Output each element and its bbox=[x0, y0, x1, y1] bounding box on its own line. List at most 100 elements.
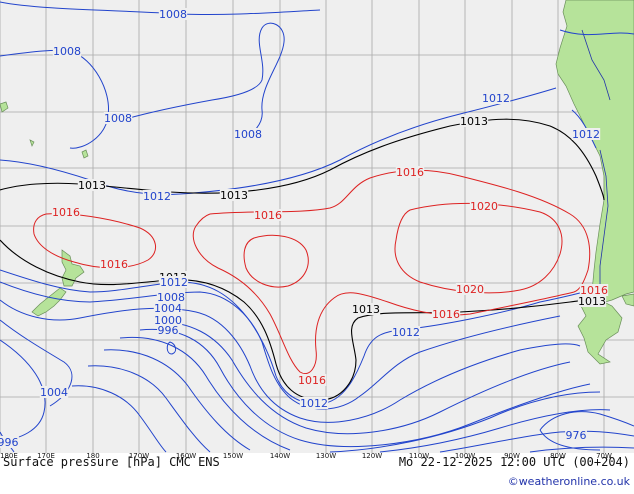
longitude-label: 90W bbox=[504, 452, 520, 460]
isobar-1020 bbox=[394, 202, 563, 294]
isobar-label-backdrop bbox=[219, 189, 249, 201]
border-line bbox=[599, 149, 609, 290]
isobar-1008 bbox=[166, 341, 177, 355]
isobar-label-backdrop bbox=[156, 291, 186, 303]
isobar-label: 1016 bbox=[298, 374, 326, 387]
isobar-label-backdrop bbox=[103, 112, 133, 124]
isobar-984 bbox=[87, 365, 634, 453]
longitude-label: 130W bbox=[316, 452, 336, 460]
isobar-labels: 1008 1008 1008 1008 1012 1012 1012 1013 1013 1013… bbox=[0, 8, 609, 449]
tierra-del-fuego-land bbox=[577, 297, 623, 365]
isobar-992 bbox=[119, 336, 601, 453]
map-title: Surface pressure [hPa] CMC ENS bbox=[3, 455, 220, 469]
isobar-label: 1013 bbox=[78, 179, 106, 192]
lat-lon-grid bbox=[0, 0, 634, 453]
longitude-label: 150W bbox=[223, 452, 243, 460]
isobar-label: 1004 bbox=[154, 302, 182, 315]
falkland-islands-land bbox=[621, 293, 634, 307]
isobar-label: 1013 bbox=[460, 115, 488, 128]
new-zealand-north-island bbox=[61, 249, 85, 287]
border-line bbox=[581, 29, 611, 101]
pacific-island bbox=[29, 139, 35, 147]
new-zealand-south-island bbox=[31, 287, 67, 317]
isobar-label-backdrop bbox=[153, 302, 183, 314]
longitude-label: 180E bbox=[0, 452, 18, 460]
isobar-1020 bbox=[243, 234, 309, 288]
isobar-label-backdrop bbox=[51, 206, 81, 218]
isobar-1008 bbox=[0, 49, 110, 149]
longitude-label: 170W bbox=[129, 452, 149, 460]
land-masses bbox=[0, 0, 634, 365]
isobar-label-backdrop bbox=[455, 283, 485, 295]
isobar-label-backdrop bbox=[571, 128, 601, 140]
isobar-label-backdrop bbox=[391, 326, 421, 338]
isobar-label: 1008 bbox=[157, 291, 185, 304]
isobar-label-backdrop bbox=[431, 308, 461, 320]
isobar-label-backdrop bbox=[297, 374, 327, 386]
isobar-label-backdrop bbox=[159, 276, 189, 288]
isobar-label: 1012 bbox=[392, 326, 420, 339]
isobar-label-backdrop bbox=[52, 45, 82, 57]
longitude-labels: 180E 170E 180 170W 160W 150W 140W 130W 120W 110W 1… bbox=[0, 452, 612, 460]
pacific-island bbox=[0, 101, 9, 113]
isobar-label: 1016 bbox=[100, 258, 128, 271]
isobar-label: 1016 bbox=[580, 284, 608, 297]
isobar-996 bbox=[0, 328, 591, 447]
isobar-label-backdrop bbox=[579, 284, 609, 296]
isobar-label: 1004 bbox=[40, 386, 68, 399]
longitude-label: 170E bbox=[37, 452, 55, 460]
isobar-1008 bbox=[121, 22, 285, 139]
isobar-label: 1012 bbox=[300, 397, 328, 410]
isobar-label: 1012 bbox=[143, 190, 171, 203]
isobar-label: 976 bbox=[566, 429, 587, 442]
isobar-label: 1008 bbox=[159, 8, 187, 21]
credit-link[interactable]: ©weatheronline.co.uk bbox=[508, 475, 631, 488]
isobar-label-backdrop bbox=[153, 314, 183, 326]
isobar-label-backdrop bbox=[233, 128, 263, 140]
isobar-label: 1012 bbox=[572, 128, 600, 141]
isobar-label: 1013 bbox=[220, 189, 248, 202]
footer-strip bbox=[0, 453, 634, 490]
pacific-island bbox=[81, 149, 89, 159]
isobar-label-backdrop bbox=[459, 115, 489, 127]
isobar-980 bbox=[71, 385, 634, 453]
isobar-label: 1008 bbox=[53, 45, 81, 58]
isobar-1004 bbox=[0, 299, 581, 423]
isobar-label: 1012 bbox=[160, 276, 188, 289]
isobar-label-backdrop bbox=[158, 8, 188, 20]
country-borders bbox=[581, 29, 611, 290]
isobar-label: 996 bbox=[0, 436, 19, 449]
isobar-label: 1020 bbox=[456, 283, 484, 296]
isobar-label-backdrop bbox=[481, 92, 511, 104]
longitude-label: 140W bbox=[270, 452, 290, 460]
isobar-label: 1016 bbox=[52, 206, 80, 219]
isobar-label-backdrop bbox=[469, 200, 499, 212]
isobar-label-backdrop bbox=[395, 166, 425, 178]
isobar-label-backdrop bbox=[157, 324, 179, 336]
isobar-label-backdrop bbox=[77, 179, 107, 191]
isobar-label: 996 bbox=[158, 324, 179, 337]
isobar-label-backdrop bbox=[565, 429, 587, 441]
isobar-1012 bbox=[559, 29, 634, 36]
longitude-label: 160W bbox=[176, 452, 196, 460]
isobar-label: 1020 bbox=[470, 200, 498, 213]
isobar-1012 bbox=[0, 269, 585, 405]
longitude-label: 100W bbox=[455, 452, 475, 460]
isobar-label-backdrop bbox=[299, 397, 329, 409]
valid-time: Mo 22-12-2025 12:00 UTC (00+204) bbox=[399, 455, 630, 469]
isobar-1008 bbox=[0, 281, 561, 410]
isobar-label: 1016 bbox=[432, 308, 460, 321]
isobar-976 bbox=[539, 411, 634, 451]
isobar-label-backdrop bbox=[0, 436, 19, 448]
isobar-label: 1013 bbox=[578, 295, 606, 308]
longitude-label: 80W bbox=[550, 452, 566, 460]
longitude-label: 70W bbox=[596, 452, 612, 460]
isobar-label-backdrop bbox=[253, 209, 283, 221]
longitude-label: 180 bbox=[86, 452, 99, 460]
isobar-label: 1008 bbox=[104, 112, 132, 125]
isobar-label: 1008 bbox=[234, 128, 262, 141]
isobar-label-backdrop bbox=[39, 386, 69, 398]
isobar-label: 1016 bbox=[254, 209, 282, 222]
